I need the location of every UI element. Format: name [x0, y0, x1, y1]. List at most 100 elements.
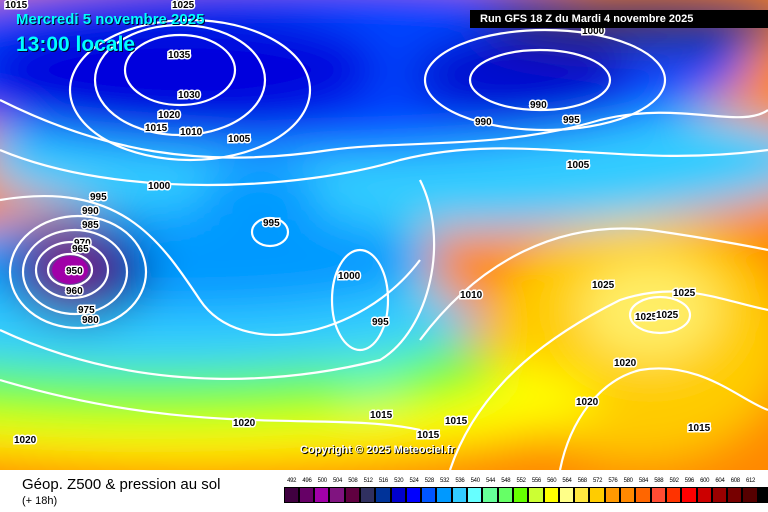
- legend-swatch: [421, 487, 437, 503]
- legend-swatch: [359, 487, 376, 503]
- legend-label: 584: [638, 478, 649, 484]
- legend-swatch: [742, 487, 758, 503]
- svg-text:990: 990: [475, 117, 492, 128]
- legend-swatch: [390, 487, 406, 503]
- svg-text:1000: 1000: [148, 181, 171, 192]
- legend-label: 540: [470, 478, 480, 484]
- svg-text:1005: 1005: [567, 160, 590, 171]
- svg-text:985: 985: [82, 220, 99, 231]
- legend-entry: 548: [497, 478, 513, 503]
- legend-entry: 584: [635, 478, 651, 503]
- legend-label: 552: [516, 478, 526, 484]
- legend-entry: [757, 478, 768, 503]
- svg-text:1015: 1015: [445, 416, 468, 427]
- svg-text:1020: 1020: [233, 418, 256, 429]
- svg-text:1005: 1005: [228, 134, 251, 145]
- legend-entry: 588: [650, 478, 666, 503]
- legend-swatch: [344, 487, 360, 503]
- svg-text:1025: 1025: [592, 280, 615, 291]
- legend-entry: 544: [482, 478, 498, 503]
- legend-label: 604: [715, 478, 725, 484]
- svg-text:1000: 1000: [582, 26, 605, 37]
- legend-entry: 496: [298, 478, 315, 503]
- legend-label: 524: [409, 478, 419, 484]
- forecast-offset: (+ 18h): [22, 495, 58, 507]
- legend-label: 492: [287, 478, 297, 484]
- legend-label: 576: [608, 478, 618, 484]
- svg-text:1025: 1025: [673, 288, 696, 299]
- svg-text:1020: 1020: [158, 110, 181, 121]
- legend-label: 572: [593, 478, 603, 484]
- legend-swatch: [681, 487, 697, 503]
- legend-label: 568: [577, 478, 587, 484]
- svg-text:1030: 1030: [178, 90, 201, 101]
- svg-text:1010: 1010: [460, 290, 483, 301]
- legend-entry: 508: [344, 478, 360, 503]
- legend-swatch: [558, 487, 575, 503]
- svg-text:1015: 1015: [370, 410, 393, 421]
- legend-label: 560: [547, 478, 557, 484]
- legend-swatch: [574, 487, 590, 503]
- legend-swatch: [528, 487, 544, 503]
- legend-label: 564: [562, 478, 572, 484]
- svg-text:1015: 1015: [417, 430, 440, 441]
- pressure-labels: 1015 1025 1035 1030 1020 1015 1010 1005 …: [4, 0, 713, 448]
- weather-map: 1015 1025 1035 1030 1020 1015 1010 1005 …: [0, 0, 768, 470]
- legend-label: 512: [363, 478, 373, 484]
- map-title: Géop. Z500 & pression au sol: [22, 476, 221, 493]
- legend-swatch: [711, 487, 728, 503]
- svg-text:1020: 1020: [576, 397, 599, 408]
- legend-entry: 536: [451, 478, 468, 503]
- svg-text:1025: 1025: [635, 312, 658, 323]
- legend-entry: 532: [436, 478, 452, 503]
- legend-entry: 512: [359, 478, 376, 503]
- legend-entry: 576: [604, 478, 621, 503]
- legend-label: 500: [317, 478, 327, 484]
- legend-swatch: [635, 487, 651, 503]
- svg-text:995: 995: [90, 192, 107, 203]
- legend-swatch: [604, 487, 621, 503]
- legend-label: 612: [745, 478, 756, 484]
- svg-text:970: 970: [74, 238, 91, 249]
- legend-entry: 500: [314, 478, 330, 503]
- svg-text:1025: 1025: [172, 0, 195, 11]
- legend-label: 548: [501, 478, 511, 484]
- svg-text:1015: 1015: [5, 0, 28, 11]
- legend-label: 580: [623, 478, 633, 484]
- legend-swatch: [314, 487, 330, 503]
- svg-text:950: 950: [66, 266, 83, 277]
- legend-label: 588: [654, 478, 664, 484]
- legend-label: 508: [348, 478, 358, 484]
- legend-entry: 492: [283, 478, 299, 503]
- legend-swatch: [298, 487, 315, 503]
- svg-text:1000: 1000: [338, 271, 361, 282]
- svg-text:995: 995: [372, 317, 389, 328]
- legend-label: 504: [332, 478, 343, 484]
- geopotential-field: 1015 1025 1035 1030 1020 1015 1010 1005 …: [0, 0, 768, 470]
- color-legend: 492 496 500 504 508 512 516 520 524 528 532 536 540 5…: [283, 478, 768, 503]
- svg-text:1020: 1020: [614, 358, 637, 369]
- legend-entry: 560: [543, 478, 559, 503]
- footer: Géop. Z500 & pression au sol (+ 18h) 492…: [0, 470, 768, 512]
- svg-text:990: 990: [82, 206, 99, 217]
- legend-entry: 552: [512, 478, 529, 503]
- legend-label: 536: [455, 478, 465, 484]
- legend-label: 516: [378, 478, 388, 484]
- legend-swatch: [467, 487, 483, 503]
- legend-swatch: [329, 487, 345, 503]
- legend-swatch: [405, 487, 422, 503]
- legend-entry: 528: [421, 478, 437, 503]
- legend-label: 532: [440, 478, 450, 484]
- legend-entry: 592: [665, 478, 682, 503]
- legend-entry: 556: [528, 478, 544, 503]
- legend-entry: 608: [727, 478, 743, 503]
- legend-swatch: [620, 487, 636, 503]
- legend-entry: 596: [681, 478, 697, 503]
- legend-label: 544: [485, 478, 496, 484]
- legend-entry: 604: [711, 478, 728, 503]
- svg-text:965: 965: [72, 244, 89, 255]
- legend-swatch: [283, 487, 299, 503]
- legend-label: 520: [394, 478, 404, 484]
- svg-text:1010: 1010: [180, 127, 203, 138]
- legend-swatch: [757, 487, 768, 503]
